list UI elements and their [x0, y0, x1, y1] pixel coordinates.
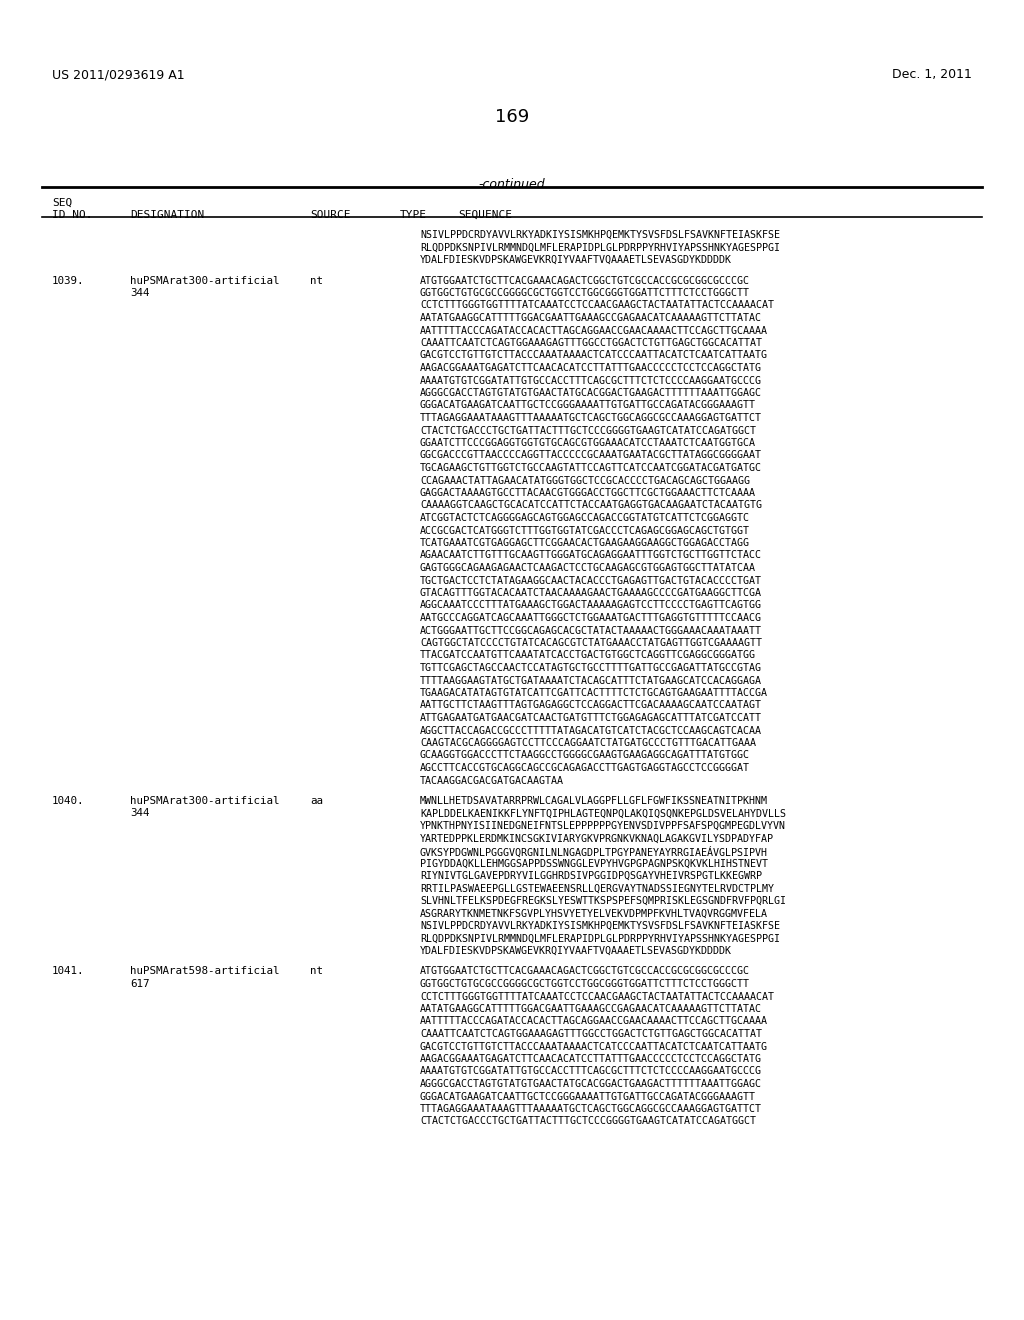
Text: 1039.: 1039. [52, 276, 85, 285]
Text: AATGCCCAGGATCAGCAAATTGGGCTCTGGAAATGACTTTGAGGTGTTTTTCCAACG: AATGCCCAGGATCAGCAAATTGGGCTCTGGAAATGACTTT… [420, 612, 762, 623]
Text: AAAATGTGTCGGATATTGTGCCACCTTTCAGCGCTTTCTCTCCCCAAGGAATGCCCG: AAAATGTGTCGGATATTGTGCCACCTTTCAGCGCTTTCTC… [420, 1067, 762, 1077]
Text: RLQDPDKSNPIVLRMMNDQLMFLERAPIDPLGLPDRPPYRHVIYAPSSHNKYAGESPPGI: RLQDPDKSNPIVLRMMNDQLMFLERAPIDPLGLPDRPPYR… [420, 243, 780, 252]
Text: ATGTGGAATCTGCTTCACGAAACAGACTCGGCTGTCGCCACCGCGCGGCGCCCGC: ATGTGGAATCTGCTTCACGAAACAGACTCGGCTGTCGCCA… [420, 276, 750, 285]
Text: huPSMArat300-artificial: huPSMArat300-artificial [130, 276, 280, 285]
Text: 169: 169 [495, 108, 529, 125]
Text: YDALFDIESKVDPSKAWGEVKRQIYVAAFTVQAAAETLSEVASGDYKDDDDK: YDALFDIESKVDPSKAWGEVKRQIYVAAFTVQAAAETLSE… [420, 255, 732, 265]
Text: GAGTGGGCAGAAGAGAACTCAAGACTCCTGCAAGAGCGTGGAGTGGCTTATATCAA: GAGTGGGCAGAAGAGAACTCAAGACTCCTGCAAGAGCGTG… [420, 564, 756, 573]
Text: 617: 617 [130, 979, 150, 989]
Text: NSIVLPPDCRDYAVVLRKYADKIYSISMKHPQEMKTYSVSFDSLFSAVKNFTEIASKFSE: NSIVLPPDCRDYAVVLRKYADKIYSISMKHPQEMKTYSVS… [420, 230, 780, 240]
Text: SOURCE: SOURCE [310, 210, 350, 220]
Text: TGAAGACATATAGTGTATCATTCGATTCACTTTTCTCTGCAGTGAAGAATTTTACCGA: TGAAGACATATAGTGTATCATTCGATTCACTTTTCTCTGC… [420, 688, 768, 698]
Text: ACTGGGAATTGCTTCCGGCAGAGCACGCTATACTAAAAACTGGGAAACAAATAAATT: ACTGGGAATTGCTTCCGGCAGAGCACGCTATACTAAAAAC… [420, 626, 762, 635]
Text: AGGGCGACCTAGTGTATGTGAACTATGCACGGACTGAAGACTTTTTTAAATTGGAGC: AGGGCGACCTAGTGTATGTGAACTATGCACGGACTGAAGA… [420, 388, 762, 399]
Text: ATCGGTACTCTCAGGGGAGCAGTGGAGCCAGACCGGTATGTCATTCTCGGAGGTC: ATCGGTACTCTCAGGGGAGCAGTGGAGCCAGACCGGTATG… [420, 513, 750, 523]
Text: TTTAGAGGAAATAAAGTTTAAAAATGCTCAGCTGGCAGGCGCCAAAGGAGTGATTCT: TTTAGAGGAAATAAAGTTTAAAAATGCTCAGCTGGCAGGC… [420, 413, 762, 422]
Text: AGGGCGACCTAGTGTATGTGAACTATGCACGGACTGAAGACTTTTTTAAATTGGAGC: AGGGCGACCTAGTGTATGTGAACTATGCACGGACTGAAGA… [420, 1078, 762, 1089]
Text: TYPE: TYPE [400, 210, 427, 220]
Text: RRTILPASWAEEPGLLGSTEWAEENSRLLQERGVAYTNADSSIEGNYTELRVDCTPLMY: RRTILPASWAEEPGLLGSTEWAEENSRLLQERGVAYTNAD… [420, 883, 774, 894]
Text: CTACTCTGACCCTGCTGATTACTTTGCTCCCGGGGTGAAGTCATATCCAGATGGCT: CTACTCTGACCCTGCTGATTACTTTGCTCCCGGGGTGAAG… [420, 1117, 756, 1126]
Text: GGTGGCTGTGCGCCGGGGCGCTGGTCCTGGCGGGTGGATTCTTTCTCCTGGGCTT: GGTGGCTGTGCGCCGGGGCGCTGGTCCTGGCGGGTGGATT… [420, 288, 750, 298]
Text: GGCGACCCGTTAACCCCAGGTTACCCCCGCAAATGAATACGCTTATAGGCGGGGAAT: GGCGACCCGTTAACCCCAGGTTACCCCCGCAAATGAATAC… [420, 450, 762, 461]
Text: GACGTCCTGTTGTCTTACCCAAATAAAACTCATCCCAATTACATCTCAATCATTAATG: GACGTCCTGTTGTCTTACCCAAATAAAACTCATCCCAATT… [420, 351, 768, 360]
Text: SEQ: SEQ [52, 198, 73, 209]
Text: YDALFDIESKVDPSKAWGEVKRQIYVAAFTVQAAAETLSEVASGDYKDDDDK: YDALFDIESKVDPSKAWGEVKRQIYVAAFTVQAAAETLSE… [420, 946, 732, 956]
Text: MWNLLHETDSAVATARRPRWLCAGALVLAGGPFLLGFLFGWFIKSSNEATNITPKHNM: MWNLLHETDSAVATARRPRWLCAGALVLAGGPFLLGFLFG… [420, 796, 768, 807]
Text: YPNKTHPNYISIINEDGNEIFNTSLEPPPPPPGYENVSDIVPPFSAFSPQGMPEGDLVYVN: YPNKTHPNYISIINEDGNEIFNTSLEPPPPPPGYENVSDI… [420, 821, 786, 832]
Text: GACGTCCTGTTGTCTTACCCAAATAAAACTCATCCCAATTACATCTCAATCATTAATG: GACGTCCTGTTGTCTTACCCAAATAAAACTCATCCCAATT… [420, 1041, 768, 1052]
Text: CCTCTTTGGGTGGTTTTATCAAATCCTCCAACGAAGCTACTAATATTACTCCAAAACAT: CCTCTTTGGGTGGTTTTATCAAATCCTCCAACGAAGCTAC… [420, 301, 774, 310]
Text: AATTTTTACCCAGATACCACACTTAGCAGGAACCGAACAAAACTTCCAGCTTGCAAAA: AATTTTTACCCAGATACCACACTTAGCAGGAACCGAACAA… [420, 1016, 768, 1027]
Text: AAAATGTGTCGGATATTGTGCCACCTTTCAGCGCTTTCTCTCCCCAAGGAATGCCCG: AAAATGTGTCGGATATTGTGCCACCTTTCAGCGCTTTCTC… [420, 375, 762, 385]
Text: ID NO.: ID NO. [52, 210, 92, 220]
Text: GTACAGTTTGGTACACAATCTAACAAAAGAACTGAAAAGCCCCGATGAAGGCTTCGA: GTACAGTTTGGTACACAATCTAACAAAAGAACTGAAAAGC… [420, 587, 762, 598]
Text: AAGACGGAAATGAGATCTTCAACACATCCTTATTTGAACCCCCTCCTCCAGGCTATG: AAGACGGAAATGAGATCTTCAACACATCCTTATTTGAACC… [420, 1053, 762, 1064]
Text: AGGCAAATCCCTTTATGAAAGCTGGACTAAAAAGAGTCCTTCCCCTGAGTTCAGTGG: AGGCAAATCCCTTTATGAAAGCTGGACTAAAAAGAGTCCT… [420, 601, 762, 610]
Text: AATTTTTACCCAGATACCACACTTAGCAGGAACCGAACAAAACTTCCAGCTTGCAAAA: AATTTTTACCCAGATACCACACTTAGCAGGAACCGAACAA… [420, 326, 768, 335]
Text: GGGACATGAAGATCAATTGCTCCGGGAAAATTGTGATTGCCAGATACGGGAAAGTT: GGGACATGAAGATCAATTGCTCCGGGAAAATTGTGATTGC… [420, 1092, 756, 1101]
Text: ACCGCGACTCATGGGTCTTTGGTGGTATCGACCCTCAGAGCGGAGCAGCTGTGGT: ACCGCGACTCATGGGTCTTTGGTGGTATCGACCCTCAGAG… [420, 525, 750, 536]
Text: TCATGAAATCGTGAGGAGCTTCGGAACACTGAAGAAGGAAGGCTGGAGACCTAGG: TCATGAAATCGTGAGGAGCTTCGGAACACTGAAGAAGGAA… [420, 539, 750, 548]
Text: YARTEDPPKLERDMKINCSGKIVIARYGKVPRGNKVKNAQLAGAKGVILYSDPADYFAP: YARTEDPPKLERDMKINCSGKIVIARYGKVPRGNKVKNAQ… [420, 833, 774, 843]
Text: GVKSYPDGWNLPGGGVQRGNILNLNGAGDPLTPGYPANEYAYRRGIAEÁVGLPSIPVH: GVKSYPDGWNLPGGGVQRGNILNLNGAGDPLTPGYPANEY… [420, 846, 768, 857]
Text: PIGYDDAQKLLEHMGGSAPPDSSWNGGLEVPYHVGPGPAGNPSKQKVKLHIHSTNEVT: PIGYDDAQKLLEHMGGSAPPDSSWNGGLEVPYHVGPGPAG… [420, 858, 768, 869]
Text: TGTTCGAGCTAGCCAACTCCATAGTGCTGCCTTTTGATTGCCGAGATTATGCCGTAG: TGTTCGAGCTAGCCAACTCCATAGTGCTGCCTTTTGATTG… [420, 663, 762, 673]
Text: AATTGCTTCTAAGTTTAGTGAGAGGCTCCAGGACTTCGACAAAAGCAATCCAATAGT: AATTGCTTCTAAGTTTAGTGAGAGGCTCCAGGACTTCGAC… [420, 701, 762, 710]
Text: CAAAAGGTCAAGCTGCACATCCATTCTACCAATGAGGTGACAAGAATCTACAATGTG: CAAAAGGTCAAGCTGCACATCCATTCTACCAATGAGGTGA… [420, 500, 762, 511]
Text: CCAGAAACTATTAGAACATATGGGTGGCTCCGCACCCCTGACAGCAGCTGGAAGG: CCAGAAACTATTAGAACATATGGGTGGCTCCGCACCCCTG… [420, 475, 750, 486]
Text: 1040.: 1040. [52, 796, 85, 807]
Text: AGGCTTACCAGACCGCCCTTTTTATAGACATGTCATCTACGCTCCAAGCAGTCACAA: AGGCTTACCAGACCGCCCTTTTTATAGACATGTCATCTAC… [420, 726, 762, 735]
Text: DESIGNATION: DESIGNATION [130, 210, 204, 220]
Text: SLVHNLTFELKSPDEGFREGKSLYESWTTKSPSPEFSQMPRISKLEGSGNDFRVFPQRLGI: SLVHNLTFELKSPDEGFREGKSLYESWTTKSPSPEFSQMP… [420, 896, 786, 906]
Text: GCAAGGTGGACCCTTCTAAGGCCTGGGGCGAAGTGAAGAGGCAGATTTATGTGGC: GCAAGGTGGACCCTTCTAAGGCCTGGGGCGAAGTGAAGAG… [420, 751, 750, 760]
Text: 344: 344 [130, 288, 150, 298]
Text: CAGTGGCTATCCCCTGTATCACAGCGTCTATGAAACCTATGAGTTGGTCGAAAAGTT: CAGTGGCTATCCCCTGTATCACAGCGTCTATGAAACCTAT… [420, 638, 762, 648]
Text: CCTCTTTGGGTGGTTTTATCAAATCCTCCAACGAAGCTACTAATATTACTCCAAAACAT: CCTCTTTGGGTGGTTTTATCAAATCCTCCAACGAAGCTAC… [420, 991, 774, 1002]
Text: ASGRARYTKNMETNKFSGVPLYHSVYETYELVEKVDPMPFKVHLTVAQVRGGMVFELA: ASGRARYTKNMETNKFSGVPLYHSVYETYELVEKVDPMPF… [420, 908, 768, 919]
Text: CTACTCTGACCCTGCTGATTACTTTGCTCCCGGGGTGAAGTCATATCCAGATGGCT: CTACTCTGACCCTGCTGATTACTTTGCTCCCGGGGTGAAG… [420, 425, 756, 436]
Text: TTACGATCCAATGTTCAAATATCACCTGACTGTGGCTCAGGTTCGAGGCGGGATGG: TTACGATCCAATGTTCAAATATCACCTGACTGTGGCTCAG… [420, 651, 756, 660]
Text: TGCAGAAGCTGTTGGTCTGCCAAGTATTCCAGTTCATCCAATCGGATACGATGATGC: TGCAGAAGCTGTTGGTCTGCCAAGTATTCCAGTTCATCCA… [420, 463, 762, 473]
Text: AATATGAAGGCATTTTTGGACGAATTGAAAGCCGAGAACATCAAAAAGTTCTTATAC: AATATGAAGGCATTTTTGGACGAATTGAAAGCCGAGAACA… [420, 313, 762, 323]
Text: ATTGAGAATGATGAACGATCAACTGATGTTTCTGGAGAGAGCATTTATCGATCCATT: ATTGAGAATGATGAACGATCAACTGATGTTTCTGGAGAGA… [420, 713, 762, 723]
Text: GGGACATGAAGATCAATTGCTCCGGGAAAATTGTGATTGCCAGATACGGGAAAGTT: GGGACATGAAGATCAATTGCTCCGGGAAAATTGTGATTGC… [420, 400, 756, 411]
Text: RIYNIVTGLGAVEPDRYVILGGHRDSIVPGGIDPQSGAYVHEIVRSPGTLKKEGWRP: RIYNIVTGLGAVEPDRYVILGGHRDSIVPGGIDPQSGAYV… [420, 871, 762, 880]
Text: TTTAGAGGAAATAAAGTTTAAAAATGCTCAGCTGGCAGGCGCCAAAGGAGTGATTCT: TTTAGAGGAAATAAAGTTTAAAAATGCTCAGCTGGCAGGC… [420, 1104, 762, 1114]
Text: TTTTAAGGAAGTATGCTGATAAAATCTACAGCATTTCTATGAAGCATCCACAGGAGA: TTTTAAGGAAGTATGCTGATAAAATCTACAGCATTTCTAT… [420, 676, 762, 685]
Text: huPSMArat598-artificial: huPSMArat598-artificial [130, 966, 280, 977]
Text: AGAACAATCTTGTTTGCAAGTTGGGATGCAGAGGAATTTGGTCTGCTTGGTTCTACC: AGAACAATCTTGTTTGCAAGTTGGGATGCAGAGGAATTTG… [420, 550, 762, 561]
Text: nt: nt [310, 276, 323, 285]
Text: TGCTGACTCCTCTATAGAAGGCAACTACACCCTGAGAGTTGACTGTACACCCCTGAT: TGCTGACTCCTCTATAGAAGGCAACTACACCCTGAGAGTT… [420, 576, 762, 586]
Text: Dec. 1, 2011: Dec. 1, 2011 [892, 69, 972, 81]
Text: CAAATTCAATCTCAGTGGAAAGAGTTTGGCCTGGACTCTGTTGAGCTGGCACATTAT: CAAATTCAATCTCAGTGGAAAGAGTTTGGCCTGGACTCTG… [420, 338, 762, 348]
Text: AGCCTTCACCGTGCAGGCAGCCGCAGAGACCTTGAGTGAGGTAGCCTCCGGGGAT: AGCCTTCACCGTGCAGGCAGCCGCAGAGACCTTGAGTGAG… [420, 763, 750, 774]
Text: CAAGTACGCAGGGGAGTCCTTCCCAGGAATCTATGATGCCCTGTTTGACATTGAAA: CAAGTACGCAGGGGAGTCCTTCCCAGGAATCTATGATGCC… [420, 738, 756, 748]
Text: CAAATTCAATCTCAGTGGAAAGAGTTTGGCCTGGACTCTGTTGAGCTGGCACATTAT: CAAATTCAATCTCAGTGGAAAGAGTTTGGCCTGGACTCTG… [420, 1030, 762, 1039]
Text: 1041.: 1041. [52, 966, 85, 977]
Text: AAGACGGAAATGAGATCTTCAACACATCCTTATTTGAACCCCCTCCTCCAGGCTATG: AAGACGGAAATGAGATCTTCAACACATCCTTATTTGAACC… [420, 363, 762, 374]
Text: RLQDPDKSNPIVLRMMNDQLMFLERAPIDPLGLPDRPPYRHVIYAPSSHNKYAGESPPGI: RLQDPDKSNPIVLRMMNDQLMFLERAPIDPLGLPDRPPYR… [420, 933, 780, 944]
Text: TACAAGGACGACGATGACAAGTAA: TACAAGGACGACGATGACAAGTAA [420, 776, 564, 785]
Text: nt: nt [310, 966, 323, 977]
Text: 344: 344 [130, 808, 150, 818]
Text: GGAATCTTCCCGGAGGTGGTGTGCAGCGTGGAAACATCCTAAATCTCAATGGTGCA: GGAATCTTCCCGGAGGTGGTGTGCAGCGTGGAAACATCCT… [420, 438, 756, 447]
Text: GGTGGCTGTGCGCCGGGGCGCTGGTCCTGGCGGGTGGATTCTTTCTCCTGGGCTT: GGTGGCTGTGCGCCGGGGCGCTGGTCCTGGCGGGTGGATT… [420, 979, 750, 989]
Text: aa: aa [310, 796, 323, 807]
Text: ATGTGGAATCTGCTTCACGAAACAGACTCGGCTGTCGCCACCGCGCGGCGCCCGC: ATGTGGAATCTGCTTCACGAAACAGACTCGGCTGTCGCCA… [420, 966, 750, 977]
Text: AATATGAAGGCATTTTTGGACGAATTGAAAGCCGAGAACATCAAAAAGTTCTTATAC: AATATGAAGGCATTTTTGGACGAATTGAAAGCCGAGAACA… [420, 1005, 762, 1014]
Text: KAPLDDELKAENIKKFLYNFTQIPHLAGTEQNPQLAKQIQSQNKEPGLDSVELAHYDVLLS: KAPLDDELKAENIKKFLYNFTQIPHLAGTEQNPQLAKQIQ… [420, 808, 786, 818]
Text: huPSMArat300-artificial: huPSMArat300-artificial [130, 796, 280, 807]
Text: GAGGACTAAAAGTGCCTTACAACGTGGGACCTGGCTTCGCTGGAAACTTCTCAAAA: GAGGACTAAAAGTGCCTTACAACGTGGGACCTGGCTTCGC… [420, 488, 756, 498]
Text: NSIVLPPDCRDYAVVLRKYADKIYSISMKHPQEMKTYSVSFDSLFSAVKNFTEIASKFSE: NSIVLPPDCRDYAVVLRKYADKIYSISMKHPQEMKTYSVS… [420, 921, 780, 931]
Text: -continued: -continued [478, 178, 546, 191]
Text: SEQUENCE: SEQUENCE [458, 210, 512, 220]
Text: US 2011/0293619 A1: US 2011/0293619 A1 [52, 69, 184, 81]
